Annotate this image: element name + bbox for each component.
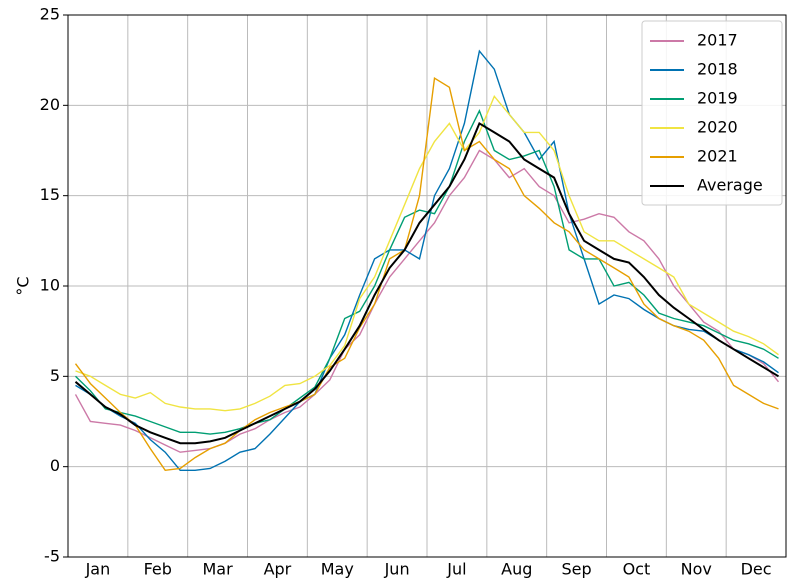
x-tick-label: Feb [144, 560, 172, 579]
x-tick-label: Mar [202, 560, 233, 579]
legend-box [641, 20, 783, 206]
y-tick-label: -5 [44, 547, 60, 566]
x-tick-label: Sep [562, 560, 592, 579]
x-tick-label: Jun [384, 560, 410, 579]
legend: 2017 2018 2019 2020 2021 Average [641, 20, 783, 206]
series-line [75, 109, 779, 435]
x-tick-label: Oct [623, 560, 651, 579]
legend-label: 2020 [697, 118, 738, 137]
x-tick-label: Jul [446, 560, 466, 579]
legend-label: Average [697, 176, 763, 195]
x-tick-label: Nov [681, 560, 712, 579]
plot-frame [67, 14, 787, 558]
legend-label: 2021 [697, 147, 738, 166]
x-tick-label: May [321, 560, 354, 579]
x-tick-label: Dec [741, 560, 772, 579]
legend-label: 2019 [697, 89, 738, 108]
series-line [75, 94, 779, 412]
y-tick-label: 15 [40, 185, 60, 204]
y-tick-label: 20 [40, 95, 60, 114]
series-line [74, 149, 780, 453]
y-tick-label: 10 [40, 276, 60, 295]
x-tick-label: Aug [501, 560, 532, 579]
series-line [74, 121, 780, 445]
x-tick-label: Apr [264, 560, 292, 579]
y-tick-label: 0 [50, 456, 60, 475]
legend-label: 2017 [697, 31, 738, 50]
x-tick-label: Jan [85, 560, 111, 579]
y-tick-label: 25 [40, 5, 60, 24]
series-line [74, 77, 779, 472]
legend-label: 2018 [697, 60, 738, 79]
y-tick-label: 5 [50, 366, 60, 385]
y-axis-label: °C [14, 276, 33, 295]
